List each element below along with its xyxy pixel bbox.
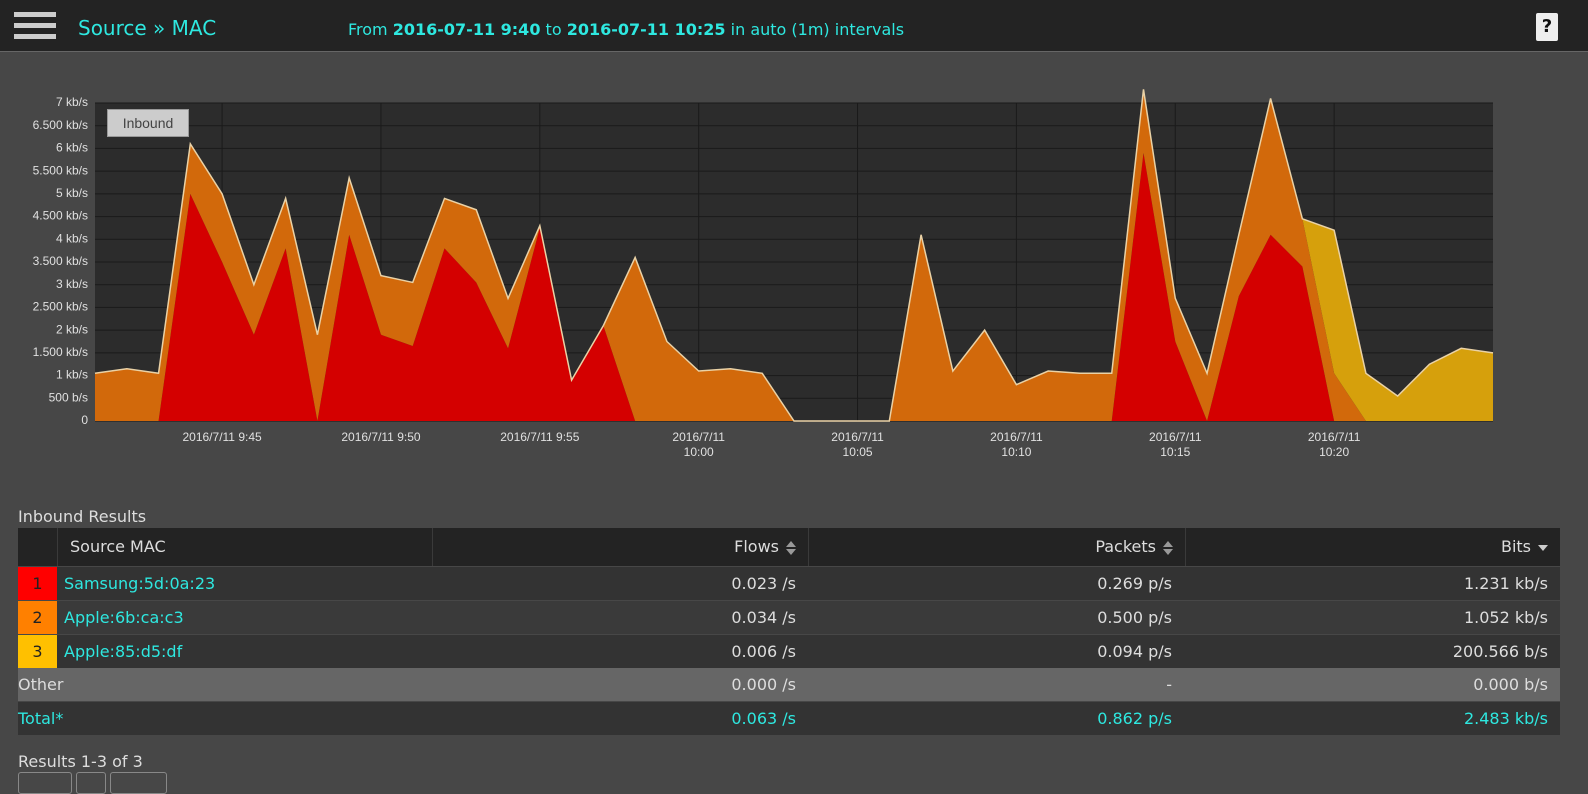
- source-mac[interactable]: Apple:6b:ca:c3: [64, 608, 184, 627]
- y-tick-label: 4 kb/s: [56, 231, 88, 245]
- y-tick-label: 2 kb/s: [56, 322, 88, 336]
- flows: 0.063 /s: [731, 709, 796, 728]
- x-tick-label: 2016/7/11 10:20: [1307, 430, 1361, 459]
- row-label: Total*: [18, 709, 64, 728]
- column-header[interactable]: Flows: [432, 528, 797, 566]
- table-row: Other 0.000 /s - 0.000 b/s: [18, 668, 1560, 701]
- x-tick-label: 2016/7/11 9:50: [341, 430, 421, 444]
- range-text: From: [348, 20, 388, 39]
- column-label: Bits: [1500, 537, 1531, 556]
- source-mac[interactable]: Apple:85:d5:df: [64, 642, 183, 661]
- y-tick-label: 3.500 kb/s: [33, 254, 88, 268]
- column-label: Source MAC: [70, 537, 166, 556]
- top-bar: Source » MAC From 2016-07-11 9:40 to 201…: [0, 0, 1588, 52]
- flows: 0.006 /s: [731, 642, 796, 661]
- table-row: 1 Samsung:5d:0a:23 0.023 /s 0.269 p/s 1.231 …: [18, 567, 1560, 600]
- y-tick-label: 7 kb/s: [56, 95, 88, 109]
- area-outline: [94, 89, 1494, 422]
- y-tick-label: 5.500 kb/s: [33, 163, 88, 177]
- flows: 0.023 /s: [731, 574, 796, 593]
- area: [95, 89, 1493, 421]
- y-tick-label: 2.500 kb/s: [33, 300, 88, 314]
- y-tick-label: 1 kb/s: [56, 368, 88, 382]
- x-tick-label: 2016/7/11 10:00: [672, 430, 725, 459]
- y-tick-label: 3 kb/s: [56, 277, 88, 291]
- area: [95, 152, 1493, 421]
- bits: 1.231 kb/s: [1463, 574, 1548, 593]
- table-header: Source MAC Flows Packets Bits: [18, 528, 1560, 566]
- y-tick-label: 5 kb/s: [56, 186, 88, 200]
- x-tick-label: 2016/7/11 9:55: [500, 430, 580, 444]
- y-tick-label: 500 b/s: [49, 390, 88, 404]
- results-count: Results 1-3 of 3: [18, 752, 143, 771]
- y-tick-label: 0: [81, 413, 88, 427]
- bits: 0.000 b/s: [1473, 675, 1548, 694]
- rank-swatch: 3: [18, 635, 57, 668]
- table-row: 3 Apple:85:d5:df 0.006 /s 0.094 p/s 200.566 …: [18, 635, 1560, 668]
- bits: 200.566 b/s: [1452, 642, 1548, 661]
- rank-swatch: 1: [18, 567, 57, 600]
- menu-button[interactable]: [14, 12, 58, 48]
- range-text: to: [545, 20, 562, 39]
- page-button[interactable]: [76, 772, 106, 794]
- flows: 0.034 /s: [731, 608, 796, 627]
- bits: 2.483 kb/s: [1463, 709, 1548, 728]
- bits: 1.052 kb/s: [1463, 608, 1548, 627]
- x-tick-label: 2016/7/11 10:15: [1149, 430, 1202, 459]
- packets: 0.269 p/s: [1097, 574, 1172, 593]
- table-title: Inbound Results: [18, 507, 147, 526]
- column-label: Packets: [1095, 537, 1156, 556]
- page-button[interactable]: [18, 772, 72, 794]
- chart: 0 500 b/s 1 kb/s 1.500 kb/s 2 kb/s 2.500 kb/s…: [33, 89, 1494, 427]
- y-tick-label: 4.500 kb/s: [33, 209, 88, 223]
- source-mac[interactable]: Samsung:5d:0a:23: [64, 574, 216, 593]
- range-end: 2016-07-11 10:25: [566, 20, 726, 39]
- range-text: in auto (1m) intervals: [730, 20, 905, 39]
- packets: -: [1166, 675, 1172, 694]
- x-tick-label: 2016/7/11 10:05: [831, 430, 884, 459]
- packets: 0.094 p/s: [1097, 642, 1172, 661]
- table-row: 2 Apple:6b:ca:c3 0.034 /s 0.500 p/s 1.052 kb…: [18, 601, 1560, 634]
- range-start: 2016-07-11 9:40: [392, 20, 541, 39]
- column-header[interactable]: Packets: [808, 528, 1174, 566]
- column-header[interactable]: Source MAC: [57, 528, 433, 566]
- column-header[interactable]: Bits: [1185, 528, 1549, 566]
- rank-swatch: 2: [18, 601, 57, 634]
- x-tick-label: 2016/7/11 9:45: [182, 430, 262, 444]
- packets: 0.862 p/s: [1097, 709, 1172, 728]
- packets: 0.500 p/s: [1097, 608, 1172, 627]
- column-label: Flows: [734, 537, 779, 556]
- y-tick-label: 6.500 kb/s: [33, 118, 88, 132]
- page-button[interactable]: [110, 772, 167, 794]
- x-tick-label: 2016/7/11 10:10: [990, 430, 1043, 459]
- time-range: From 2016-07-11 9:40 to 2016-07-11 10:25…: [348, 20, 904, 39]
- series-toggle[interactable]: Inbound: [107, 109, 189, 137]
- page-title: Source » MAC: [78, 16, 217, 40]
- row-label: Other: [18, 675, 64, 694]
- flows: 0.000 /s: [731, 675, 796, 694]
- help-button[interactable]: ?: [1536, 13, 1558, 41]
- y-tick-label: 6 kb/s: [56, 141, 88, 155]
- table-row: Total* 0.063 /s 0.862 p/s 2.483 kb/s: [18, 702, 1560, 735]
- y-tick-label: 1.500 kb/s: [33, 345, 88, 359]
